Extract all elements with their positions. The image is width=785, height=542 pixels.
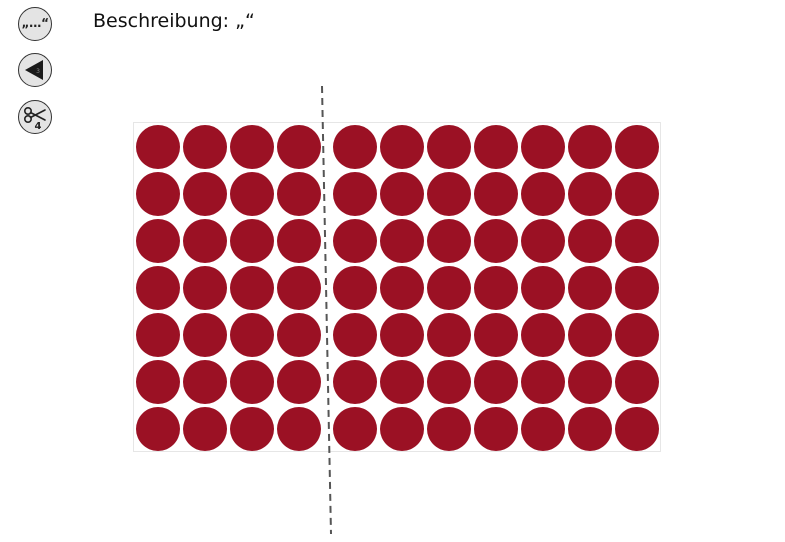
scissors-icon: 4 xyxy=(23,107,46,131)
dot[interactable] xyxy=(568,313,612,357)
dot[interactable] xyxy=(568,360,612,404)
dot[interactable] xyxy=(427,266,471,310)
dot[interactable] xyxy=(568,172,612,216)
dot[interactable] xyxy=(183,266,227,310)
dot[interactable] xyxy=(136,266,180,310)
description-button[interactable]: „...“ xyxy=(18,7,52,41)
dot[interactable] xyxy=(183,313,227,357)
dot[interactable] xyxy=(615,172,659,216)
dot[interactable] xyxy=(333,360,377,404)
dot[interactable] xyxy=(427,125,471,169)
dot[interactable] xyxy=(427,172,471,216)
dot[interactable] xyxy=(521,125,565,169)
dot[interactable] xyxy=(521,407,565,451)
back-badge: 3 xyxy=(36,68,40,75)
dot[interactable] xyxy=(615,125,659,169)
dot[interactable] xyxy=(474,125,518,169)
dot[interactable] xyxy=(474,266,518,310)
quote-icon: „...“ xyxy=(21,16,49,30)
dot[interactable] xyxy=(615,407,659,451)
dot[interactable] xyxy=(568,125,612,169)
dot[interactable] xyxy=(136,360,180,404)
dot[interactable] xyxy=(333,407,377,451)
dot[interactable] xyxy=(427,219,471,263)
dot[interactable] xyxy=(277,219,321,263)
dot[interactable] xyxy=(230,219,274,263)
dot[interactable] xyxy=(521,219,565,263)
dot[interactable] xyxy=(474,360,518,404)
dot[interactable] xyxy=(615,219,659,263)
dot[interactable] xyxy=(183,360,227,404)
dot[interactable] xyxy=(380,313,424,357)
dot[interactable] xyxy=(136,125,180,169)
dot[interactable] xyxy=(380,172,424,216)
dot[interactable] xyxy=(333,125,377,169)
cut-button[interactable]: 4 xyxy=(18,100,52,134)
dot[interactable] xyxy=(615,360,659,404)
dot[interactable] xyxy=(615,266,659,310)
dot[interactable] xyxy=(521,172,565,216)
dot[interactable] xyxy=(380,125,424,169)
dot[interactable] xyxy=(277,266,321,310)
dot[interactable] xyxy=(568,266,612,310)
dot-group-left xyxy=(136,125,321,451)
dot[interactable] xyxy=(136,407,180,451)
dot-group-right xyxy=(333,125,659,451)
dot[interactable] xyxy=(427,313,471,357)
dot[interactable] xyxy=(136,219,180,263)
dot[interactable] xyxy=(277,407,321,451)
description-text: Beschreibung: „“ xyxy=(93,10,255,32)
dot[interactable] xyxy=(333,172,377,216)
dot[interactable] xyxy=(136,313,180,357)
dot[interactable] xyxy=(427,360,471,404)
dot[interactable] xyxy=(380,266,424,310)
dot[interactable] xyxy=(136,172,180,216)
dot[interactable] xyxy=(427,407,471,451)
dot[interactable] xyxy=(521,360,565,404)
dot[interactable] xyxy=(230,125,274,169)
dot[interactable] xyxy=(474,313,518,357)
dot[interactable] xyxy=(380,360,424,404)
dot[interactable] xyxy=(521,313,565,357)
dot[interactable] xyxy=(277,172,321,216)
dot[interactable] xyxy=(230,407,274,451)
dot[interactable] xyxy=(230,172,274,216)
dot[interactable] xyxy=(380,219,424,263)
dot[interactable] xyxy=(277,360,321,404)
dot[interactable] xyxy=(380,407,424,451)
dot[interactable] xyxy=(474,172,518,216)
dot[interactable] xyxy=(230,313,274,357)
dot[interactable] xyxy=(333,313,377,357)
dot[interactable] xyxy=(183,407,227,451)
dot[interactable] xyxy=(568,219,612,263)
dot[interactable] xyxy=(474,219,518,263)
dot[interactable] xyxy=(183,125,227,169)
dot[interactable] xyxy=(230,360,274,404)
dot[interactable] xyxy=(333,219,377,263)
dot[interactable] xyxy=(615,313,659,357)
dot[interactable] xyxy=(474,407,518,451)
dot[interactable] xyxy=(230,266,274,310)
dot[interactable] xyxy=(183,172,227,216)
back-button[interactable]: 3 xyxy=(18,53,52,87)
dot[interactable] xyxy=(277,313,321,357)
back-triangle-icon: 3 xyxy=(25,60,43,80)
dot[interactable] xyxy=(333,266,377,310)
dot[interactable] xyxy=(521,266,565,310)
dot[interactable] xyxy=(568,407,612,451)
dot[interactable] xyxy=(277,125,321,169)
cut-badge: 4 xyxy=(35,121,42,131)
dot[interactable] xyxy=(183,219,227,263)
